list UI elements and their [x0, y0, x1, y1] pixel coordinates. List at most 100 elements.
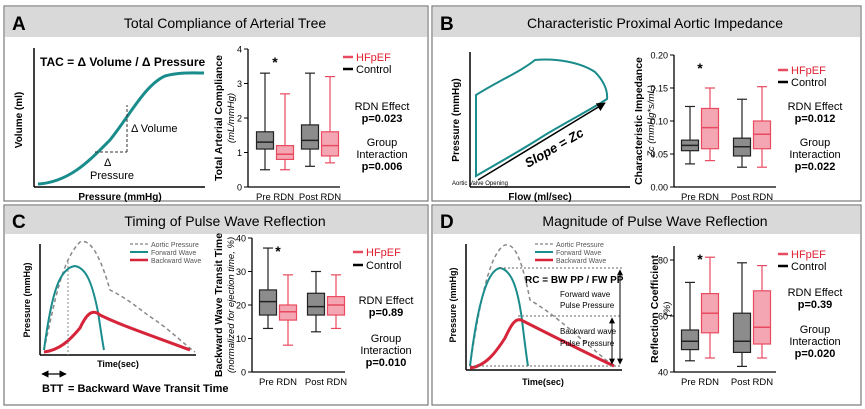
d-legend-aortic: Aortic Pressure — [556, 242, 604, 249]
b-boxplot-ylabel: Characteristic Impedance — [633, 57, 645, 185]
b-box-hfpef-pre-iqr — [700, 107, 720, 150]
d-backward-curve — [469, 318, 615, 370]
tac-equation: TAC = Δ Volume / Δ Pressure — [40, 55, 206, 69]
c-interaction-value: p=0.010 — [366, 357, 407, 369]
b-legend-hfpef: HFpEF — [791, 65, 826, 77]
d-ytick-label-1: 60 — [658, 312, 668, 322]
a-legend-control: Control — [356, 64, 391, 76]
a-boxplot-ylabel2: (mL/mmHg) — [226, 93, 237, 143]
b-ytick-label-0: 0.00 — [650, 183, 668, 193]
b-ylabel: Pressure (mmHg) — [451, 78, 462, 161]
b-group-label: Group — [800, 137, 831, 149]
compliance-curve — [37, 71, 205, 186]
a-ytick-label-3: 3 — [237, 79, 242, 89]
rc-equation: RC = BW PP / FW PP — [525, 275, 624, 286]
d-group-label: Group — [800, 324, 831, 336]
c-boxplot-ylabel2: (normalized for ejection time, %) — [226, 237, 237, 373]
c-box-hfpef-post-iqr — [326, 296, 346, 316]
panel-c-header — [5, 206, 427, 234]
panel-b-boxplot: 0.00 0.05 0.10 0.15 0.20 Characteristic Imped… — [633, 51, 776, 203]
d-ytick-label-0: 40 — [658, 368, 668, 378]
a-box-control-post-iqr — [300, 124, 320, 150]
panel-c-frame — [3, 204, 429, 406]
d-box-control-post-iqr — [732, 312, 752, 354]
d-legend-control: Control — [791, 261, 826, 273]
d-boxplot-ylabel2: (%) — [662, 302, 673, 317]
d-box-control-pre-iqr — [680, 329, 700, 351]
b-group-label-1: Post RDN — [731, 192, 773, 203]
panel-a-header — [5, 7, 427, 37]
panel-d-schematic: Pressure (mmHg) Time(sec) Aortic Pressur… — [448, 242, 624, 387]
panel-b-legend: HFpEF Control — [778, 65, 826, 89]
c-box-control-pre-iqr — [258, 289, 278, 316]
c-forward-curve — [43, 264, 105, 351]
b-xlabel: Flow (ml/sec) — [508, 192, 571, 203]
b-ytick-label-3: 0.15 — [650, 84, 668, 94]
d-ytick-label-2: 80 — [658, 256, 668, 266]
delta-pressure-word: Pressure — [90, 170, 134, 182]
b-interaction-label: Interaction — [789, 149, 840, 161]
c-box-control-post-iqr — [306, 292, 326, 316]
c-ytick-label-3: 30 — [236, 267, 246, 277]
d-legend-hfpef: HFpEF — [791, 249, 826, 261]
panel-c-stats: RDN Effect p=0.89 Group Interaction p=0.… — [359, 295, 414, 369]
b-interaction-value: p=0.022 — [795, 161, 836, 173]
d-legend-forward: Forward Wave — [556, 250, 601, 257]
a-group-label-0: Pre RDN — [256, 192, 294, 203]
d-group-label-0: Pre RDN — [681, 377, 719, 388]
a-xlabel: Pressure (mmHg) — [78, 192, 161, 203]
b-rdn-effect-value: p=0.012 — [795, 113, 836, 125]
aortic-valve-opening: Aortic Valve Opening — [452, 181, 508, 187]
c-rdn-effect-value: p=0.89 — [369, 307, 404, 319]
panel-a-title: Total Compliance of Arterial Tree — [124, 15, 327, 31]
c-legend-hfpef: HFpEF — [366, 247, 401, 259]
b-ytick-label-2: 0.10 — [650, 117, 668, 127]
c-legend-aortic: Aortic Pressure — [151, 242, 199, 249]
panel-a-letter: A — [12, 14, 26, 35]
c-xlabel: Time(sec) — [97, 359, 139, 369]
c-group-label-0: Pre RDN — [259, 377, 297, 388]
c-ytick-label-1: 10 — [236, 334, 246, 344]
c-ytick-label-4: 40 — [236, 234, 246, 244]
panel-a-boxplot: 0 1 2 3 4 Total Arterial Compliance (mL/mmHg) P… — [213, 45, 341, 204]
panel-c-letter: C — [12, 212, 26, 233]
panel-a-stats: RDN Effect p=0.023 Group Interaction p=0… — [355, 101, 410, 173]
a-box-hfpef-pre-iqr — [275, 145, 295, 161]
d-forward-curve — [469, 266, 529, 367]
a-significance-star: * — [272, 54, 278, 70]
c-legend-control: Control — [366, 260, 401, 272]
panel-c-boxplot: 0 10 20 30 40 Backward Wave Transit Time (norm… — [213, 233, 347, 388]
a-box-hfpef-post-iqr — [320, 131, 340, 157]
a-ylabel: Volume (ml) — [14, 92, 25, 148]
panel-d-frame — [431, 204, 862, 406]
d-legend-backward: Backward Wave — [556, 258, 606, 265]
c-legend-forward: Forward Wave — [151, 250, 196, 257]
panel-c-legend: HFpEF Control — [353, 247, 401, 272]
b-rdn-effect-label: RDN Effect — [788, 101, 843, 113]
btt-definition: = Backward Wave Transit Time — [68, 383, 229, 395]
c-group-label-1: Post RDN — [305, 377, 347, 388]
c-interaction-label: Interaction — [360, 345, 411, 357]
a-interaction-label: Interaction — [356, 149, 407, 161]
c-group-label: Group — [371, 333, 402, 345]
a-legend-hfpef: HFpEF — [356, 52, 391, 64]
d-box-hfpef-post-iqr — [752, 290, 772, 345]
panel-a-legend: HFpEF Control — [343, 52, 391, 76]
bw-pp-line1: Backward wave — [560, 327, 617, 336]
a-group-label: Group — [367, 137, 398, 149]
d-significance-star: * — [697, 251, 703, 267]
d-xlabel: Time(sec) — [522, 377, 564, 387]
a-ytick-label-1: 1 — [237, 148, 242, 158]
delta-volume-label: Δ Volume — [131, 123, 178, 135]
c-ytick-label-2: 20 — [236, 301, 246, 311]
d-interaction-value: p=0.020 — [795, 348, 836, 360]
panel-d-header — [433, 206, 860, 234]
a-boxplot-ylabel: Total Arterial Compliance — [213, 55, 225, 181]
b-boxplot-ylabel2: Zc (mmHg*s/mL) — [646, 85, 657, 158]
panel-c-schematic: Pressure (mmHg) Time(sec) Aortic Pressur… — [22, 240, 229, 395]
d-group-label-1: Post RDN — [731, 377, 773, 388]
c-legend-backward: Backward Wave — [151, 258, 201, 265]
bw-pp-line2: Pulse Pressure — [560, 339, 615, 348]
